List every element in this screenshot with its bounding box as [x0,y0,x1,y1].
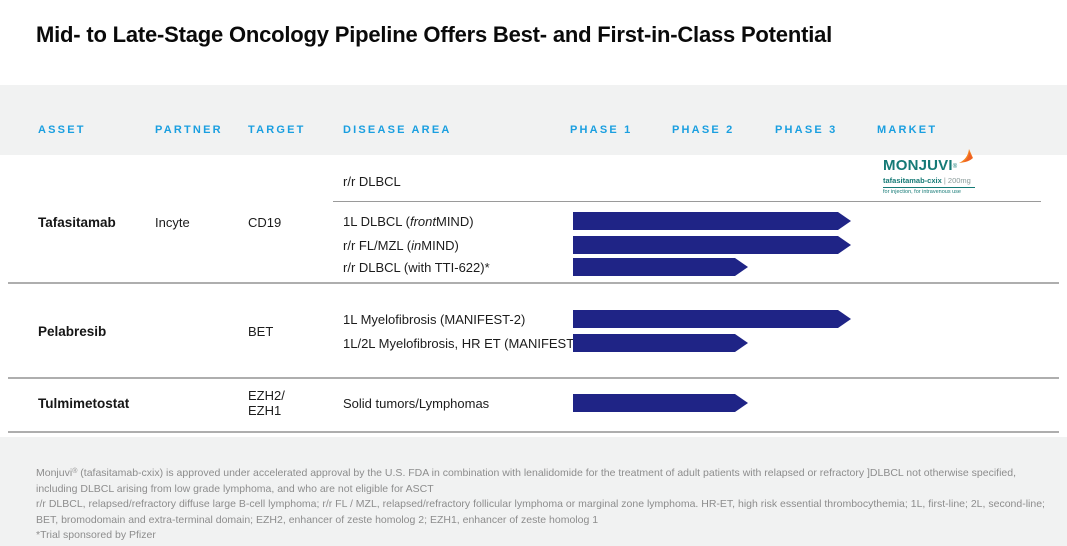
page-title: Mid- to Late-Stage Oncology Pipeline Off… [36,22,833,47]
section-divider [8,282,1059,284]
program-label-italic-part: in [411,238,422,253]
footnote-brand: Monjuvi [36,467,73,479]
program-label-solid-tumors: Solid tumors/Lymphomas [343,396,490,411]
partner-name-incyte: Incyte [155,215,190,230]
column-header-asset: ASSET [38,124,86,136]
program-label-rr-flmzl-inmind: r/r FL/MZL (inMIND) [343,238,459,253]
registered-mark: ® [952,164,958,170]
program-label-italic-part: front [409,214,436,229]
monjuvi-usage-text: for injection, for intravenous use [883,189,961,195]
column-header-partner: PARTNER [155,124,223,136]
column-header-phase-3: PHASE 3 [775,124,838,136]
program-label-1l-dlbcl-frontmind: 1L DLBCL (frontMIND) [343,214,474,229]
footnote-reg-mark: ® [72,468,78,475]
column-header-phase-2: PHASE 2 [672,124,735,136]
monjuvi-logo: MONJUVI® tafasitamab-cxix | 200mg for in… [883,149,983,195]
pipeline-bar-1l-dlbcl-frontmind [573,212,851,230]
footnote-monjuvi-approval: Monjuvi® (tafasitamab-cxix) is approved … [36,464,1046,497]
monjuvi-brand-row: MONJUVI® [883,149,983,175]
pipeline-bar-solid-tumors [573,394,748,412]
asset-name-tulmimetostat: Tulmimetostat [38,396,130,411]
monjuvi-flame-icon [959,149,973,163]
program-label-part: MIND) [421,238,459,253]
monjuvi-generic-name: tafasitamab-cxix [883,176,942,185]
column-header-market: MARKET [877,124,938,136]
monjuvi-brand-text: MONJUVI [883,157,953,174]
footnote-band [0,437,1067,546]
column-header-phase-1: PHASE 1 [570,124,633,136]
pipeline-bar-rr-flmzl-inmind [573,236,851,254]
footnote-text: (tafasitamab-cxix) is approved under acc… [36,467,1017,495]
target-cd19: CD19 [248,215,282,230]
target-bet: BET [248,324,274,339]
program-label-1l2l-myelofibrosis: 1L/2L Myelofibrosis, HR ET (MANIFEST) [343,336,579,351]
section-divider [8,431,1059,433]
program-label-part: MIND) [435,214,474,229]
pipeline-bar-1l-myelofibrosis [573,310,851,328]
asset-name-tafasitamab: Tafasitamab [38,215,116,230]
row-divider [333,201,1041,202]
program-label-part: r/r FL/MZL ( [343,238,412,253]
column-header-band [0,85,1067,155]
footnotes: Monjuvi® (tafasitamab-cxix) is approved … [36,464,1046,544]
pipeline-bar-1l2l-myelofibrosis [573,334,748,352]
monjuvi-separator: | [941,176,948,185]
column-header-disease-area: DISEASE AREA [343,124,452,136]
column-header-target: TARGET [248,124,306,136]
monjuvi-subline: tafasitamab-cxix | 200mg [883,176,975,188]
footnote-trial-sponsor: *Trial sponsored by Pfizer [36,529,156,541]
program-label-rr-dlbcl-tti622: r/r DLBCL (with TTI-622)* [343,260,490,275]
program-label-part: 1L DLBCL ( [343,214,410,229]
program-label-rr-dlbcl: r/r DLBCL [343,174,401,189]
pipeline-bar-rr-dlbcl-tti622 [573,258,748,276]
program-label-1l-myelofibrosis: 1L Myelofibrosis (MANIFEST-2) [343,312,526,327]
target-ezh2-ezh1: EZH2/ EZH1 [248,388,285,418]
asset-name-pelabresib: Pelabresib [38,324,107,339]
section-divider [8,377,1059,379]
footnote-abbreviations: r/r DLBCL, relapsed/refractory diffuse l… [36,498,1045,526]
monjuvi-dose: 200mg [947,176,971,185]
